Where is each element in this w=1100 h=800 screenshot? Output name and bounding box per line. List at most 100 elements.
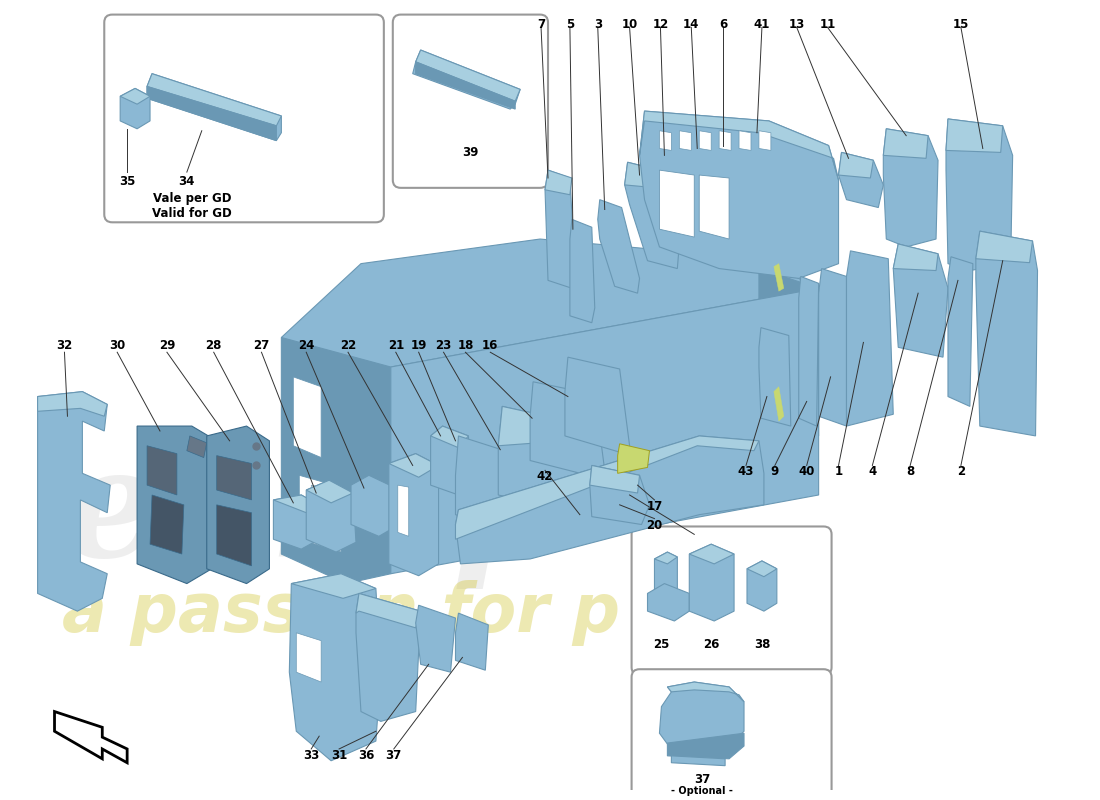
- Text: 36: 36: [358, 749, 374, 762]
- Text: a passion for p: a passion for p: [63, 580, 620, 646]
- Text: Vale per GD: Vale per GD: [153, 192, 231, 205]
- Polygon shape: [217, 456, 252, 500]
- Polygon shape: [847, 251, 893, 426]
- Polygon shape: [747, 561, 777, 611]
- Polygon shape: [719, 130, 732, 150]
- Text: 3: 3: [594, 18, 602, 30]
- Polygon shape: [120, 89, 150, 104]
- Polygon shape: [455, 436, 763, 564]
- Text: 26: 26: [703, 638, 719, 650]
- Polygon shape: [570, 219, 595, 322]
- Polygon shape: [976, 231, 1033, 262]
- Text: 13: 13: [789, 18, 805, 30]
- Polygon shape: [654, 552, 678, 564]
- Text: 7: 7: [537, 18, 546, 30]
- Polygon shape: [625, 162, 659, 188]
- Polygon shape: [292, 574, 376, 598]
- Text: 34: 34: [178, 175, 195, 188]
- Polygon shape: [774, 386, 784, 421]
- Polygon shape: [217, 505, 252, 566]
- Text: 43: 43: [738, 466, 755, 478]
- Polygon shape: [299, 475, 341, 552]
- Text: Valid for GD: Valid for GD: [152, 206, 232, 219]
- Text: 11: 11: [820, 18, 836, 30]
- Polygon shape: [893, 244, 948, 357]
- Text: 25: 25: [653, 638, 670, 650]
- Polygon shape: [388, 454, 439, 478]
- Polygon shape: [799, 277, 818, 426]
- Text: 10: 10: [621, 18, 638, 30]
- Polygon shape: [671, 756, 725, 766]
- Text: 37: 37: [694, 773, 711, 786]
- Polygon shape: [668, 734, 744, 759]
- Polygon shape: [138, 426, 217, 583]
- Polygon shape: [147, 446, 177, 495]
- Polygon shape: [207, 426, 270, 583]
- Polygon shape: [498, 406, 570, 446]
- Polygon shape: [187, 436, 207, 458]
- Polygon shape: [147, 86, 276, 141]
- Polygon shape: [274, 495, 319, 513]
- Polygon shape: [759, 328, 791, 426]
- Polygon shape: [530, 382, 605, 478]
- Text: 40: 40: [799, 466, 815, 478]
- Polygon shape: [700, 175, 729, 239]
- Polygon shape: [668, 682, 744, 702]
- Polygon shape: [946, 119, 1003, 153]
- Polygon shape: [351, 475, 396, 536]
- Polygon shape: [430, 426, 469, 448]
- Polygon shape: [774, 264, 784, 291]
- Polygon shape: [37, 392, 110, 611]
- Polygon shape: [120, 89, 150, 129]
- Polygon shape: [282, 239, 818, 367]
- Polygon shape: [625, 162, 680, 269]
- Polygon shape: [416, 606, 455, 672]
- Text: 8: 8: [906, 466, 914, 478]
- Polygon shape: [759, 130, 771, 150]
- Text: 20: 20: [647, 518, 662, 532]
- Text: europ: europ: [63, 440, 560, 589]
- Polygon shape: [590, 466, 639, 493]
- Polygon shape: [654, 552, 678, 608]
- Polygon shape: [690, 544, 734, 621]
- Polygon shape: [639, 111, 838, 278]
- Polygon shape: [147, 74, 282, 141]
- Polygon shape: [274, 495, 319, 549]
- Polygon shape: [659, 130, 671, 150]
- Polygon shape: [976, 231, 1037, 436]
- Polygon shape: [498, 406, 580, 513]
- Polygon shape: [659, 170, 694, 237]
- Polygon shape: [739, 130, 751, 150]
- Polygon shape: [690, 544, 734, 564]
- Polygon shape: [838, 153, 883, 207]
- Polygon shape: [306, 480, 353, 503]
- Polygon shape: [883, 129, 938, 247]
- Text: 37: 37: [386, 749, 402, 762]
- Polygon shape: [946, 119, 1013, 270]
- Polygon shape: [893, 244, 938, 270]
- Polygon shape: [416, 50, 520, 102]
- FancyBboxPatch shape: [631, 526, 832, 675]
- Polygon shape: [639, 111, 838, 180]
- Polygon shape: [430, 426, 471, 495]
- Text: 29: 29: [158, 339, 175, 352]
- Polygon shape: [747, 561, 777, 577]
- Polygon shape: [55, 711, 128, 762]
- Text: 28: 28: [206, 339, 222, 352]
- Polygon shape: [455, 436, 535, 539]
- Polygon shape: [294, 377, 321, 458]
- Text: 24: 24: [298, 339, 315, 352]
- Text: 35: 35: [119, 175, 135, 188]
- Polygon shape: [680, 130, 691, 150]
- Polygon shape: [818, 269, 847, 426]
- Polygon shape: [759, 269, 818, 456]
- Polygon shape: [306, 480, 356, 552]
- Polygon shape: [289, 574, 381, 761]
- Polygon shape: [388, 454, 439, 576]
- FancyBboxPatch shape: [104, 14, 384, 222]
- Polygon shape: [398, 485, 409, 536]
- FancyBboxPatch shape: [393, 14, 548, 188]
- Text: 12: 12: [652, 18, 669, 30]
- Polygon shape: [597, 200, 639, 293]
- Text: 22: 22: [340, 339, 356, 352]
